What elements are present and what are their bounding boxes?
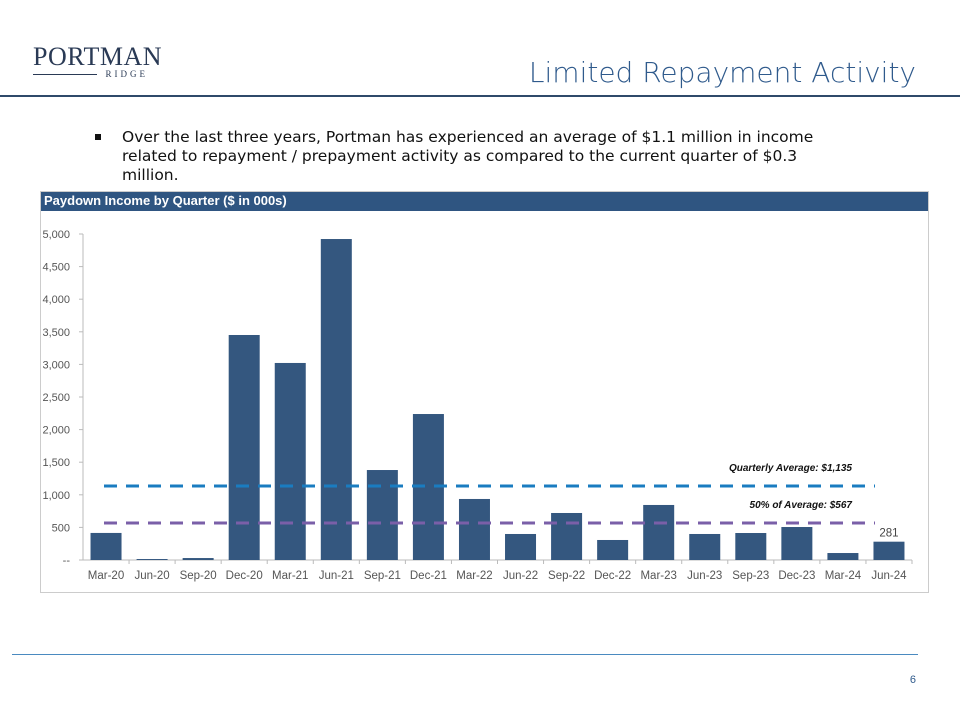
chart-panel: Paydown Income by Quarter ($ in 000s): [40, 191, 929, 593]
y-tick-label: 5,000: [42, 229, 70, 241]
logo-sub: RIDGE: [33, 69, 148, 79]
bar-Jun-23: [689, 533, 721, 560]
bar-Dec-22: [597, 539, 629, 560]
bar-Jun-22: [505, 533, 537, 560]
bullet-text: Over the last three years, Portman has e…: [122, 128, 814, 184]
x-tick-label: Jun-24: [871, 570, 907, 582]
y-tick-label: 1,000: [42, 490, 70, 502]
bar-Mar-22: [458, 498, 490, 560]
chart-title: Paydown Income by Quarter ($ in 000s): [41, 192, 928, 211]
x-tick-label: Mar-21: [272, 570, 308, 582]
x-tick-label: Jun-21: [319, 570, 354, 582]
bar-Dec-20: [228, 334, 260, 560]
bar-Sep-23: [735, 533, 767, 560]
bar-Mar-23: [643, 504, 675, 560]
bar-Mar-20: [90, 532, 122, 560]
y-tick-label: 3,000: [42, 359, 70, 371]
bar-Jun-21: [320, 239, 352, 561]
x-tick-label: Jun-22: [503, 570, 538, 582]
y-tick-label: 3,500: [42, 327, 70, 339]
reference-line-label: Quarterly Average: $1,135: [729, 463, 852, 474]
y-tick-label: 2,000: [42, 425, 70, 437]
y-tick-label: 4,000: [42, 294, 70, 306]
logo-main: PORTMAN: [33, 42, 163, 71]
bar-Jun-24: [873, 541, 905, 560]
x-tick-label: Dec-23: [778, 570, 815, 582]
x-tick-label: Jun-20: [134, 570, 169, 582]
x-tick-label: Jun-23: [687, 570, 722, 582]
y-tick-label: --: [63, 555, 71, 567]
bar-Mar-24: [827, 553, 859, 560]
bar-Sep-22: [551, 512, 583, 560]
y-tick-label: 500: [52, 522, 70, 534]
reference-line-label: 50% of Average: $567: [750, 500, 853, 511]
x-tick-label: Dec-22: [594, 570, 631, 582]
bar-Sep-21: [366, 470, 398, 560]
x-tick-label: Mar-24: [825, 570, 862, 582]
bar-Mar-21: [274, 362, 306, 560]
x-tick-label: Sep-22: [548, 570, 585, 582]
footer-divider: [12, 654, 918, 655]
x-tick-label: Mar-20: [88, 570, 124, 582]
header-divider: [0, 95, 960, 97]
x-tick-label: Dec-20: [226, 570, 263, 582]
x-tick-label: Mar-23: [640, 570, 676, 582]
bar-Jun-20: [136, 559, 168, 560]
page-number: 6: [909, 674, 916, 686]
x-tick-label: Mar-22: [456, 570, 492, 582]
bar-Sep-20: [182, 558, 214, 560]
x-tick-label: Sep-20: [180, 570, 217, 582]
bullet-point: Over the last three years, Portman has e…: [95, 128, 815, 185]
x-tick-label: Sep-21: [364, 570, 401, 582]
data-label: 281: [879, 528, 898, 540]
bullet-icon: [95, 134, 101, 140]
bar-Dec-23: [781, 527, 813, 560]
page-title: Limited Repayment Activity: [528, 56, 916, 89]
y-tick-label: 4,500: [42, 262, 70, 274]
portman-ridge-logo: PORTMAN RIDGE: [33, 42, 163, 79]
x-tick-label: Dec-21: [410, 570, 447, 582]
y-tick-label: 2,500: [42, 392, 70, 404]
x-tick-label: Sep-23: [732, 570, 769, 582]
y-tick-label: 1,500: [42, 457, 70, 469]
